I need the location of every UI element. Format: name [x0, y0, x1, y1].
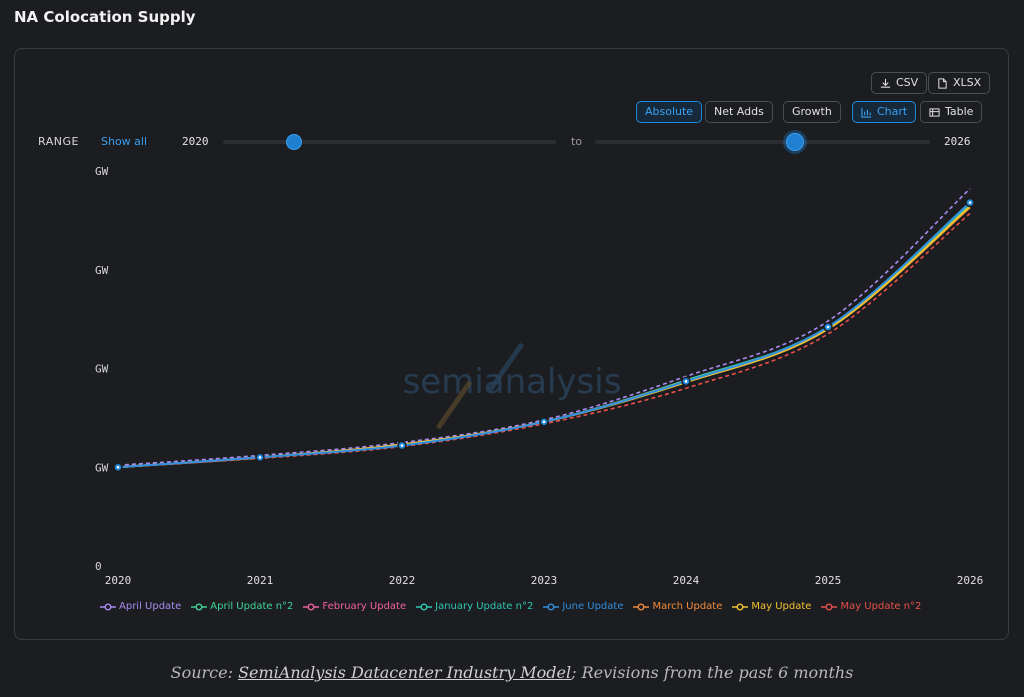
series-line-february-update [117, 203, 971, 469]
series-line-january-update-n-2 [117, 203, 971, 469]
source-caption: Source: SemiAnalysis Datacenter Industry… [0, 663, 1024, 682]
download-xlsx-button[interactable]: XLSX [928, 72, 991, 94]
x-tick-label: 2026 [957, 574, 984, 587]
chart-panel [14, 48, 1009, 640]
csv-label: CSV [896, 76, 919, 89]
legend-label: April Update n°2 [210, 601, 294, 612]
x-tick-label: 2023 [531, 574, 558, 587]
bar-chart-icon [861, 107, 872, 118]
legend-item[interactable]: June Update [543, 601, 623, 612]
source-link[interactable]: SemiAnalysis Datacenter Industry Model [238, 663, 572, 682]
data-point-center [826, 325, 830, 329]
legend-label: January Update n°2 [435, 601, 534, 612]
data-point-center [400, 444, 404, 447]
legend-label: May Update [751, 601, 812, 612]
y-tick-label: 0 [95, 560, 102, 573]
y-tick-label: GW [95, 461, 109, 474]
x-tick-label: 2022 [389, 574, 416, 587]
range-start-year: 2020 [182, 135, 209, 148]
xlsx-label: XLSX [953, 76, 982, 89]
y-tick-label: GW [95, 264, 109, 277]
series-line-april-update-n-2 [117, 201, 971, 469]
series-line-june-update [117, 201, 971, 469]
data-point-center [684, 380, 688, 383]
range-start-handle[interactable] [285, 134, 302, 150]
legend-marker-icon [303, 603, 320, 610]
range-to-label: to [571, 135, 583, 148]
table-view-label: Table [945, 105, 974, 118]
legend-marker-icon [633, 603, 650, 610]
source-prefix: Source: [170, 663, 239, 682]
download-icon [880, 78, 891, 88]
chart-view-toggle[interactable]: Chart [852, 101, 917, 123]
table-view-toggle[interactable]: Table [920, 101, 983, 123]
table-icon [929, 107, 940, 117]
legend-item[interactable]: May Update n°2 [821, 601, 921, 612]
legend-label: May Update n°2 [840, 601, 922, 612]
y-tick-label: GW [95, 165, 109, 178]
x-tick-label: 2024 [673, 574, 700, 587]
series-line-march-update [117, 206, 971, 469]
page-title: NA Colocation Supply [14, 8, 196, 26]
y-tick-label: GW [95, 363, 109, 376]
range-end-track[interactable] [595, 140, 930, 144]
legend-label: March Update [652, 601, 723, 612]
series-line-may-update [117, 205, 971, 469]
legend-item[interactable]: January Update n°2 [416, 601, 533, 612]
x-tick-label: 2020 [105, 574, 132, 587]
source-suffix: ; Revisions from the past 6 months [571, 663, 854, 682]
range-end-year: 2026 [944, 135, 971, 148]
legend-item[interactable]: April Update [100, 601, 181, 612]
range-end-handle[interactable] [786, 133, 805, 151]
legend-marker-icon [100, 603, 116, 610]
legend-marker-icon [821, 603, 838, 610]
chart-view-label: Chart [877, 105, 908, 118]
watermark-text: semianalysis [403, 362, 622, 402]
data-point-center [116, 465, 120, 469]
legend-label: February Update [322, 601, 407, 612]
series-line-may-update-n-2 [117, 212, 971, 469]
download-csv-button[interactable]: CSV [871, 72, 928, 94]
file-icon [938, 77, 947, 89]
legend-marker-icon [416, 603, 433, 610]
legend-item[interactable]: February Update [303, 601, 406, 612]
watermark-logo-icon [435, 342, 525, 430]
legend-label: April Update [119, 601, 182, 612]
data-point-center [542, 420, 546, 424]
x-tick-label: 2021 [247, 574, 274, 587]
legend-marker-icon [191, 603, 208, 610]
x-tick-label: 2025 [815, 574, 842, 587]
legend-item[interactable]: May Update [732, 601, 811, 612]
legend-marker-icon [543, 603, 560, 610]
net-adds-toggle[interactable]: Net Adds [705, 101, 773, 123]
legend-item[interactable]: March Update [633, 601, 722, 612]
range-label: RANGE [38, 135, 79, 148]
legend-marker-icon [732, 603, 749, 610]
data-point-center [968, 201, 972, 204]
absolute-toggle[interactable]: Absolute [636, 101, 703, 123]
legend-item[interactable]: April Update n°2 [191, 601, 293, 612]
range-start-track[interactable] [223, 140, 556, 144]
show-all-link[interactable]: Show all [101, 135, 148, 148]
chart-legend: April Update April Update n°2 February Upd… [100, 601, 921, 612]
legend-label: June Update [562, 601, 624, 612]
growth-toggle[interactable]: Growth [783, 101, 841, 123]
data-point-center [258, 456, 262, 459]
